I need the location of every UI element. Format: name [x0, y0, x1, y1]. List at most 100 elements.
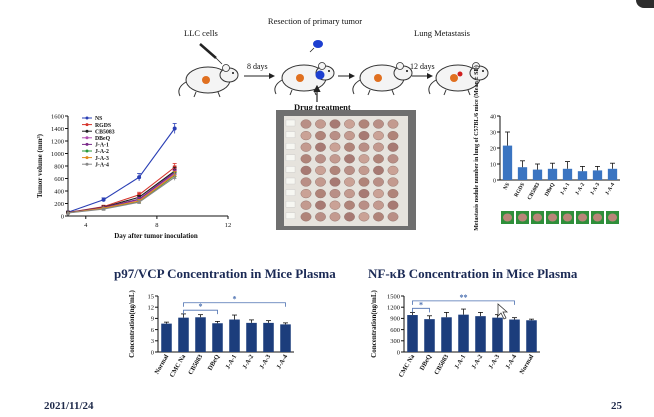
nfkb-category-label: J-A-3 [487, 353, 501, 371]
p97-category-label: CB5083 [187, 353, 204, 376]
lung-sample [344, 142, 355, 152]
lung-sample [387, 154, 399, 164]
lung-sample [373, 165, 384, 176]
lung-sample [373, 177, 384, 187]
tg-y-tick-label: 600 [54, 176, 64, 183]
mouse-1-icon [178, 64, 239, 98]
tg-point [137, 192, 141, 197]
lung-photo [276, 110, 416, 230]
lung-sample [300, 154, 312, 164]
schematic-metastasis-label: Lung Metastasis [414, 28, 470, 38]
nfkb-category-label: J-A-2 [470, 354, 484, 371]
lung-sample [358, 165, 370, 176]
lung-sample [373, 212, 384, 222]
p97-category-label: CMC Na [169, 353, 188, 379]
met-lung-thumbnail-sample [533, 213, 542, 222]
lung-sample [329, 119, 341, 129]
tumor-growth-chart: 0 200 400 600 800 1000 1200 1400 1600 4 8 12 Day aft… [36, 114, 232, 241]
lung-sample [329, 188, 341, 199]
tg-y-tick-label: 0 [61, 214, 64, 221]
tg-legend-marker [85, 142, 89, 146]
nfkb-y-axis-label: Concentration(ng/mL) [370, 290, 378, 358]
lung-row-tag [285, 119, 296, 127]
arrow-resection [309, 47, 315, 53]
lung-sample [387, 177, 399, 187]
slide-corner-decoration [636, 0, 654, 8]
met-bar [532, 169, 543, 180]
lung-sample [300, 188, 312, 199]
tg-legend-label: J-A-3 [95, 156, 109, 162]
lung-sample [329, 131, 341, 141]
p97-bar [263, 322, 274, 352]
tg-legend-marker [85, 136, 89, 140]
lung-sample [315, 119, 326, 129]
lung-row-tag [285, 189, 296, 196]
met-category-label: J-A-4 [604, 182, 616, 197]
met-y-tick-label: 0 [493, 178, 496, 184]
tg-y-tick-label: 1200 [51, 139, 64, 146]
p97-bar [280, 324, 291, 352]
lung-sample [315, 154, 326, 164]
lung-sample [387, 142, 399, 152]
lung-sample [344, 131, 355, 141]
lung-sample [344, 188, 355, 199]
tg-legend-label: DBeQ [95, 136, 111, 142]
p97-y-tick-label: 6 [151, 327, 155, 334]
lung-sample [358, 200, 370, 210]
lung-sample [344, 177, 355, 187]
lung-sample [329, 154, 341, 164]
tg-y-axis-label: Tumor volume (mm³) [36, 133, 44, 198]
nfkb-bar [526, 320, 537, 352]
lung-sample [387, 200, 399, 210]
lung-row-tag [285, 131, 296, 138]
met-y-axis-label: Metastasis nodule number in lung of C57B… [473, 65, 480, 231]
tg-legend-marker [85, 149, 89, 153]
nfkb-significance-label: * [419, 300, 423, 309]
met-category-label: NS [503, 182, 512, 191]
lung-sample [387, 119, 399, 129]
p97-y-tick-label: 0 [151, 349, 154, 356]
p97-bar [195, 317, 206, 352]
lung-sample [329, 212, 341, 222]
resected-tumor-icon [313, 40, 323, 48]
p97-category-label: J-A-1 [224, 354, 238, 371]
tg-series-line [67, 176, 175, 214]
tg-legend-label: CB5083 [95, 129, 115, 135]
lung-sample [373, 119, 384, 129]
p97-significance-bracket [183, 309, 218, 315]
nfkb-bar [458, 314, 469, 352]
p97-category-label: J-A-2 [241, 354, 255, 371]
p97-chart-title: p97/VCP Concentration in Mice Plasma [114, 266, 336, 281]
nfkb-bar [407, 315, 418, 352]
schematic-resection-label: Resection of primary tumor [268, 16, 362, 26]
tg-legend-marker [85, 123, 89, 127]
cursor-icon [497, 303, 509, 320]
met-category-label: CB5083 [527, 182, 542, 201]
lung-sample [373, 200, 384, 210]
p97-significance-label: * [233, 295, 237, 304]
met-category-label: J-A-1 [559, 182, 571, 197]
lung-sample [387, 188, 399, 199]
p97-y-tick-label: 9 [151, 316, 154, 323]
lung-sample [300, 212, 312, 222]
lung-sample [300, 165, 312, 176]
lung-sample [358, 131, 370, 141]
tg-point [172, 175, 177, 179]
lung-row-tag [285, 154, 296, 161]
nfkb-y-tick-label: 300 [390, 338, 400, 345]
p97-category-label: J-A-4 [275, 353, 289, 371]
met-bar [502, 145, 513, 180]
p97-bar [178, 317, 189, 352]
tg-point [66, 210, 70, 215]
lung-sample [300, 200, 312, 210]
lung-sample [387, 131, 399, 141]
tg-legend-label: J-A-1 [95, 143, 109, 149]
tg-x-tick-label: 12 [225, 222, 232, 229]
mouse-4-icon [428, 62, 489, 96]
mouse-2-icon [274, 62, 335, 96]
lung-sample [300, 119, 312, 129]
nfkb-bar [441, 317, 452, 352]
met-lung-thumbnail-sample [593, 213, 602, 222]
tg-y-tick-label: 1400 [51, 126, 64, 133]
